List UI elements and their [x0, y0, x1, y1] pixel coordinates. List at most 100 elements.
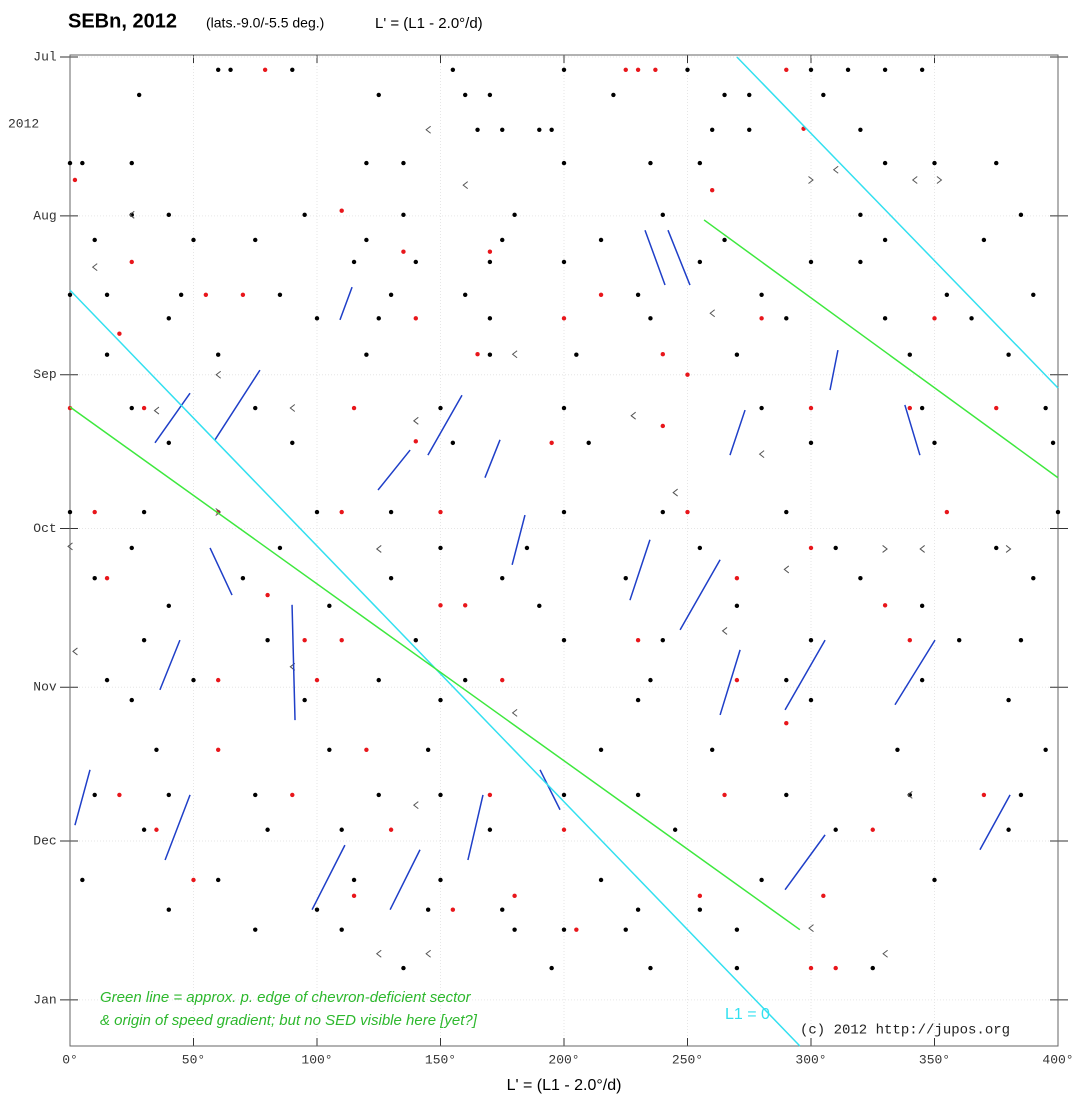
- x-tick-label: 100°: [301, 1052, 332, 1067]
- data-point: [463, 92, 468, 98]
- data-point: [697, 160, 703, 166]
- data-point: [104, 292, 110, 297]
- year-label: 2012: [8, 116, 39, 131]
- data-point: [808, 405, 814, 411]
- data-point: [537, 603, 542, 609]
- data-point: [438, 697, 443, 703]
- data-point: [870, 827, 875, 832]
- data-point: [475, 127, 480, 132]
- data-point: [487, 259, 493, 265]
- data-point: [635, 292, 641, 297]
- data-point: [216, 67, 221, 73]
- data-point: [290, 792, 295, 798]
- chevron-marker: [808, 176, 814, 184]
- data-point: [191, 677, 196, 683]
- data-point: [253, 237, 258, 243]
- data-point: [710, 127, 715, 132]
- data-point: [413, 439, 418, 444]
- data-point: [561, 67, 567, 73]
- data-point: [166, 907, 171, 912]
- data-point: [500, 677, 505, 683]
- data-point: [500, 127, 505, 132]
- data-point: [80, 877, 85, 883]
- data-point: [784, 509, 789, 515]
- data-point: [253, 792, 258, 798]
- data-point: [388, 827, 394, 832]
- data-point: [994, 405, 999, 411]
- data-point: [586, 440, 591, 446]
- data-point: [574, 352, 579, 357]
- data-point: [72, 177, 78, 183]
- data-point: [166, 603, 171, 609]
- data-point: [262, 67, 268, 73]
- data-point: [524, 545, 530, 551]
- data-point: [438, 405, 443, 411]
- data-point: [697, 259, 703, 265]
- data-point: [401, 160, 406, 166]
- data-point: [92, 792, 97, 798]
- x-tick-label: 200°: [548, 1052, 579, 1067]
- x-tick-label: 350°: [919, 1052, 950, 1067]
- data-point: [327, 603, 332, 609]
- data-point: [166, 212, 171, 218]
- data-point: [561, 927, 567, 932]
- data-point: [265, 827, 270, 832]
- x-tick-label: 0°: [62, 1052, 78, 1067]
- data-point: [463, 677, 468, 683]
- data-point: [747, 127, 752, 132]
- data-point: [425, 747, 431, 753]
- data-point: [549, 127, 554, 132]
- data-point: [117, 331, 122, 336]
- data-point: [129, 259, 134, 265]
- data-point: [784, 677, 789, 683]
- data-point: [216, 877, 221, 883]
- data-point: [364, 237, 369, 243]
- data-point: [882, 237, 888, 243]
- data-point: [339, 637, 344, 643]
- data-point: [413, 637, 418, 643]
- data-point: [919, 603, 925, 609]
- data-point: [277, 292, 283, 297]
- chevron-marker: [215, 508, 222, 516]
- data-point: [512, 927, 517, 932]
- data-point: [870, 965, 875, 971]
- data-point: [660, 212, 665, 218]
- chevron-marker: [511, 709, 518, 717]
- data-point: [722, 792, 727, 798]
- data-point: [1031, 575, 1036, 581]
- data-point: [907, 405, 912, 411]
- chevron-marker: [128, 210, 135, 219]
- data-point: [129, 405, 134, 411]
- x-axis-label: L' = (L1 - 2.0°/d): [507, 1077, 622, 1094]
- data-point: [487, 792, 493, 798]
- data-point: [858, 127, 863, 132]
- data-point: [722, 92, 727, 98]
- data-point: [969, 316, 974, 321]
- data-line: [69, 219, 1059, 931]
- data-point: [685, 372, 690, 377]
- data-point: [561, 637, 567, 643]
- data-point: [759, 405, 764, 411]
- data-point: [450, 907, 456, 912]
- chevron-marker: [882, 949, 888, 958]
- data-point: [487, 316, 493, 321]
- data-point: [500, 575, 505, 581]
- data-point: [722, 237, 727, 243]
- data-point: [104, 677, 110, 683]
- data-point: [401, 212, 406, 218]
- data-point: [438, 603, 443, 608]
- data-point: [858, 259, 863, 265]
- data-point: [253, 405, 258, 411]
- data-line: [74, 229, 1011, 911]
- data-point: [734, 575, 740, 581]
- data-point: [561, 405, 567, 411]
- data-point: [1055, 509, 1061, 515]
- data-point: [92, 509, 97, 515]
- data-point: [351, 405, 357, 411]
- data-point: [388, 509, 394, 515]
- data-point: [858, 575, 863, 581]
- chevron-marker: [215, 370, 222, 379]
- data-point: [697, 545, 703, 551]
- data-point: [67, 509, 73, 515]
- chevron-marker: [906, 791, 913, 799]
